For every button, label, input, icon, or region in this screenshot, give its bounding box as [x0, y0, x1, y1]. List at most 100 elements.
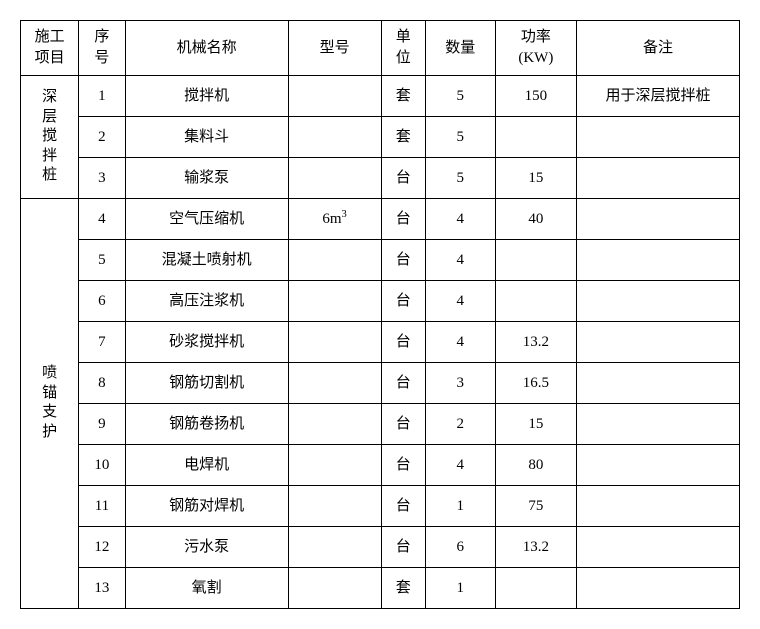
cell-model — [288, 527, 381, 568]
cell-unit: 台 — [381, 363, 425, 404]
cell-power: 13.2 — [495, 322, 576, 363]
cell-unit: 套 — [381, 117, 425, 158]
cell-unit: 套 — [381, 76, 425, 117]
cell-seq: 11 — [79, 486, 126, 527]
cell-model — [288, 486, 381, 527]
table-row: 12 污水泵 台 6 13.2 — [21, 527, 740, 568]
cell-unit: 套 — [381, 568, 425, 609]
cell-model — [288, 404, 381, 445]
table-row: 7 砂浆搅拌机 台 4 13.2 — [21, 322, 740, 363]
cell-unit: 台 — [381, 281, 425, 322]
cell-model — [288, 363, 381, 404]
cell-remark — [577, 527, 740, 568]
cell-model — [288, 158, 381, 199]
cell-remark — [577, 322, 740, 363]
cell-unit: 台 — [381, 240, 425, 281]
cell-seq: 6 — [79, 281, 126, 322]
header-seq: 序号 — [79, 21, 126, 76]
cell-power: 80 — [495, 445, 576, 486]
cell-seq: 2 — [79, 117, 126, 158]
cell-remark — [577, 117, 740, 158]
table-row: 13 氧割 套 1 — [21, 568, 740, 609]
cell-name: 钢筋对焊机 — [125, 486, 288, 527]
equipment-table: 施工项目 序号 机械名称 型号 单位 数量 功率 (KW) 备注 深层搅拌桩 1… — [20, 20, 740, 609]
cell-unit: 台 — [381, 445, 425, 486]
cell-model — [288, 76, 381, 117]
cell-power — [495, 117, 576, 158]
cell-qty: 6 — [425, 527, 495, 568]
cell-remark — [577, 281, 740, 322]
cell-qty: 1 — [425, 568, 495, 609]
cell-model — [288, 117, 381, 158]
header-unit: 单位 — [381, 21, 425, 76]
cell-power — [495, 281, 576, 322]
cell-model — [288, 322, 381, 363]
cell-power: 40 — [495, 199, 576, 240]
cell-name: 混凝土喷射机 — [125, 240, 288, 281]
cell-name: 集料斗 — [125, 117, 288, 158]
header-name: 机械名称 — [125, 21, 288, 76]
cell-unit: 台 — [381, 527, 425, 568]
table-row: 深层搅拌桩 1 搅拌机 套 5 150 用于深层搅拌桩 — [21, 76, 740, 117]
header-model: 型号 — [288, 21, 381, 76]
table-row: 9 钢筋卷扬机 台 2 15 — [21, 404, 740, 445]
cell-qty: 4 — [425, 445, 495, 486]
cell-remark — [577, 363, 740, 404]
cell-name: 氧割 — [125, 568, 288, 609]
table-header: 施工项目 序号 机械名称 型号 单位 数量 功率 (KW) 备注 — [21, 21, 740, 76]
cell-power: 75 — [495, 486, 576, 527]
cell-remark — [577, 486, 740, 527]
cell-unit: 台 — [381, 158, 425, 199]
cell-power — [495, 568, 576, 609]
cell-name: 污水泵 — [125, 527, 288, 568]
cell-unit: 台 — [381, 486, 425, 527]
cell-qty: 4 — [425, 322, 495, 363]
cell-remark — [577, 445, 740, 486]
cell-qty: 5 — [425, 158, 495, 199]
cell-name: 输浆泵 — [125, 158, 288, 199]
cell-name: 空气压缩机 — [125, 199, 288, 240]
cell-remark — [577, 158, 740, 199]
cell-unit: 台 — [381, 404, 425, 445]
cell-remark — [577, 404, 740, 445]
table-row: 2 集料斗 套 5 — [21, 117, 740, 158]
cell-name: 高压注浆机 — [125, 281, 288, 322]
cell-model — [288, 281, 381, 322]
cell-qty: 1 — [425, 486, 495, 527]
cell-power: 16.5 — [495, 363, 576, 404]
cell-seq: 13 — [79, 568, 126, 609]
table-row: 11 钢筋对焊机 台 1 75 — [21, 486, 740, 527]
header-project: 施工项目 — [21, 21, 79, 76]
cell-qty: 5 — [425, 117, 495, 158]
table-body: 深层搅拌桩 1 搅拌机 套 5 150 用于深层搅拌桩 2 集料斗 套 5 3 … — [21, 76, 740, 609]
cell-seq: 1 — [79, 76, 126, 117]
cell-name: 砂浆搅拌机 — [125, 322, 288, 363]
cell-model — [288, 445, 381, 486]
cell-qty: 4 — [425, 240, 495, 281]
cell-power: 15 — [495, 404, 576, 445]
table-row: 5 混凝土喷射机 台 4 — [21, 240, 740, 281]
cell-remark — [577, 568, 740, 609]
cell-model: 6m3 — [288, 199, 381, 240]
cell-power: 150 — [495, 76, 576, 117]
header-power: 功率 (KW) — [495, 21, 576, 76]
cell-power — [495, 240, 576, 281]
cell-qty: 3 — [425, 363, 495, 404]
cell-seq: 5 — [79, 240, 126, 281]
cell-qty: 4 — [425, 281, 495, 322]
table-row: 喷锚支护 4 空气压缩机 6m3 台 4 40 — [21, 199, 740, 240]
cell-remark — [577, 240, 740, 281]
cell-qty: 5 — [425, 76, 495, 117]
cell-power: 13.2 — [495, 527, 576, 568]
cell-name: 钢筋卷扬机 — [125, 404, 288, 445]
table-row: 8 钢筋切割机 台 3 16.5 — [21, 363, 740, 404]
table-row: 6 高压注浆机 台 4 — [21, 281, 740, 322]
cell-name: 搅拌机 — [125, 76, 288, 117]
cell-unit: 台 — [381, 199, 425, 240]
cell-seq: 9 — [79, 404, 126, 445]
cell-seq: 12 — [79, 527, 126, 568]
header-qty: 数量 — [425, 21, 495, 76]
project-cell: 喷锚支护 — [21, 199, 79, 609]
cell-remark — [577, 199, 740, 240]
cell-seq: 8 — [79, 363, 126, 404]
